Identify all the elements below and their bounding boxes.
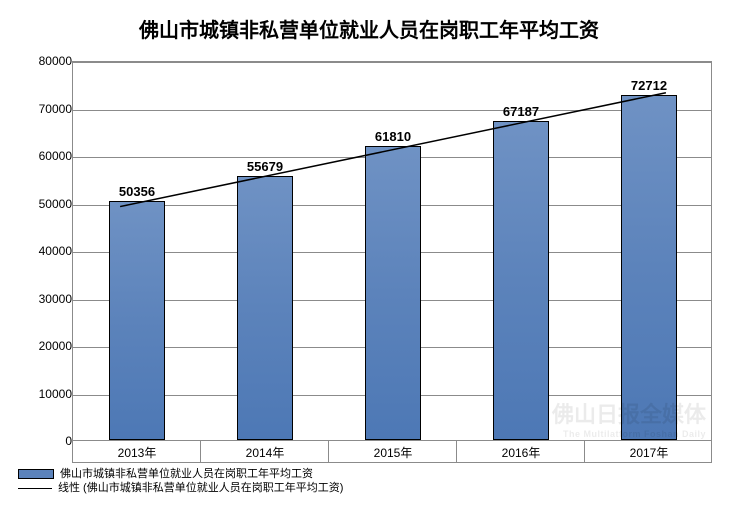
x-tick-label: 2013年 — [118, 444, 157, 461]
x-tick-label: 2014年 — [246, 444, 285, 461]
gridline — [73, 110, 711, 111]
bar-value-label: 55679 — [247, 159, 283, 174]
y-tick-label: 20000 — [18, 339, 72, 353]
legend-line-icon — [18, 488, 52, 489]
bar — [109, 201, 165, 440]
y-tick-label: 50000 — [18, 197, 72, 211]
y-tick-label: 80000 — [18, 54, 72, 68]
bar-value-label: 61810 — [375, 129, 411, 144]
legend-swatch-icon — [18, 469, 54, 479]
bar-value-label: 72712 — [631, 78, 667, 93]
legend: 佛山市城镇非私营单位就业人员在岗职工年平均工资 线性 (佛山市城镇非私营单位就业… — [18, 467, 738, 496]
y-tick-label: 0 — [18, 434, 72, 448]
x-tick-label: 2016年 — [502, 444, 541, 461]
chart-title: 佛山市城镇非私营单位就业人员在岗职工年平均工资 — [0, 0, 738, 49]
bar-value-label: 50356 — [119, 184, 155, 199]
bar — [621, 95, 677, 440]
legend-trend-label: 线性 (佛山市城镇非私营单位就业人员在岗职工年平均工资) — [58, 481, 343, 495]
x-axis-band: 2013年 2014年 2015年 2016年 2017年 — [72, 441, 712, 463]
y-tick-label: 40000 — [18, 244, 72, 258]
y-tick-label: 60000 — [18, 149, 72, 163]
plot-area: 50356 55679 61810 67187 72712 — [72, 61, 712, 441]
y-tick-label: 10000 — [18, 387, 72, 401]
legend-series-label: 佛山市城镇非私营单位就业人员在岗职工年平均工资 — [60, 467, 313, 481]
bar — [365, 146, 421, 440]
bar — [493, 121, 549, 440]
bar — [237, 176, 293, 440]
y-tick-label: 30000 — [18, 292, 72, 306]
x-tick-label: 2015年 — [374, 444, 413, 461]
chart-container: 50356 55679 61810 67187 72712 0 10000 20000 3000… — [18, 49, 720, 463]
y-tick-label: 70000 — [18, 102, 72, 116]
bar-value-label: 67187 — [503, 104, 539, 119]
legend-item-trend: 线性 (佛山市城镇非私营单位就业人员在岗职工年平均工资) — [18, 481, 738, 495]
x-tick-label: 2017年 — [630, 444, 669, 461]
gridline — [73, 62, 711, 63]
legend-item-series: 佛山市城镇非私营单位就业人员在岗职工年平均工资 — [18, 467, 738, 481]
